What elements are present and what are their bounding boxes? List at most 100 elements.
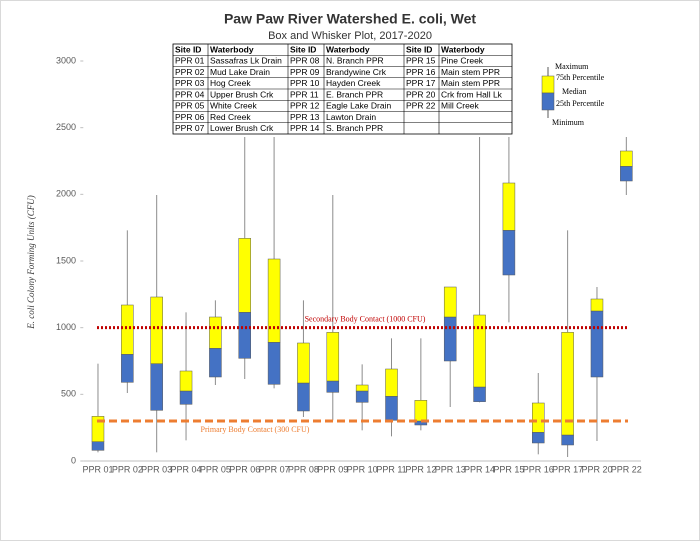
box-upper [620, 150, 633, 167]
table-cell: Lawton Drain [326, 112, 376, 122]
x-tick-label: PPR 10 [347, 464, 378, 474]
y-tick-label: 3000 [56, 55, 76, 65]
table-header: Site ID [290, 44, 316, 54]
table-header: Waterbody [441, 44, 485, 54]
box-lower [297, 382, 310, 412]
box-upper [561, 332, 574, 436]
box-lower [590, 310, 604, 378]
box-lower [443, 316, 457, 362]
table-cell: Pine Creek [441, 56, 484, 66]
table-cell: N. Branch PPR [326, 56, 384, 66]
reference-label: Primary Body Contact (300 CFU) [201, 425, 310, 434]
x-tick-label: PPR 08 [288, 464, 319, 474]
table-cell: Main stem PPR [441, 78, 500, 88]
box-upper [355, 384, 369, 392]
legend-label: 75th Percentile [556, 73, 605, 82]
chart-title: Paw Paw River Watershed E. coli, Wet [224, 11, 476, 27]
x-tick-label: PPR 17 [552, 464, 583, 474]
box-upper [121, 304, 134, 355]
table-header: Site ID [175, 44, 201, 54]
table-cell: PPR 11 [290, 89, 319, 99]
table-header: Waterbody [210, 44, 254, 54]
x-tick-label: PPR 20 [581, 464, 612, 474]
box-upper [150, 296, 163, 364]
box-upper [326, 332, 340, 382]
box-lower [502, 230, 516, 276]
x-tick-label: PPR 05 [200, 464, 231, 474]
x-tick-label: PPR 09 [317, 464, 348, 474]
box-upper [532, 402, 545, 433]
box-lower [473, 386, 486, 402]
box-upper [297, 342, 310, 384]
table-cell: PPR 05 [175, 101, 205, 111]
x-tick-label: PPR 15 [493, 464, 524, 474]
box-lower [532, 432, 545, 444]
table-cell: Mill Creek [441, 101, 480, 111]
box-upper [91, 416, 105, 442]
x-tick-label: PPR 03 [141, 464, 172, 474]
legend-label: Median [562, 87, 586, 96]
table-cell: PPR 01 [175, 56, 205, 66]
table-header: Site ID [406, 44, 432, 54]
table-cell: PPR 12 [290, 101, 320, 111]
x-tick-label: PPR 06 [229, 464, 260, 474]
legend-label: Maximum [555, 62, 589, 71]
table-cell: PPR 17 [406, 78, 436, 88]
box-upper [473, 314, 486, 388]
y-axis-label: E. coli Colony Forming Units (CFU) [26, 195, 36, 330]
table-cell: PPR 22 [406, 101, 436, 111]
table-cell: PPR 08 [290, 56, 320, 66]
table-cell: S. Branch PPR [326, 123, 383, 133]
x-tick-label: PPR 02 [112, 464, 143, 474]
table-cell: PPR 09 [290, 67, 320, 77]
y-tick-label: 2000 [56, 189, 76, 199]
table-cell: PPR 07 [175, 123, 205, 133]
box-lower [121, 354, 134, 383]
table-cell: Main stem PPR [441, 67, 500, 77]
x-tick-label: PPR 16 [523, 464, 554, 474]
y-tick-label: 500 [61, 389, 76, 399]
legend-upper [541, 75, 555, 94]
table-cell: Sassafras Lk Drain [210, 56, 282, 66]
legend-label: Minimum [552, 118, 585, 127]
legend-label: 25th Percentile [556, 99, 605, 108]
box-lower [238, 312, 251, 359]
table-cell: PPR 02 [175, 67, 205, 77]
x-tick-label: PPR 22 [611, 464, 642, 474]
table-cell: Crk from Hall Lk [441, 89, 503, 99]
x-tick-label: PPR 07 [259, 464, 290, 474]
table-cell: Upper Brush Crk [210, 89, 274, 99]
table-cell: PPR 10 [290, 78, 320, 88]
box-upper [385, 368, 398, 397]
box-lower [179, 390, 193, 405]
table-cell: Mud Lake Drain [210, 67, 270, 77]
y-tick-label: 1000 [56, 322, 76, 332]
x-tick-label: PPR 13 [435, 464, 466, 474]
x-tick-label: PPR 12 [405, 464, 436, 474]
box-lower [326, 380, 340, 393]
box-upper [414, 400, 428, 422]
y-tick-label: 0 [71, 455, 76, 465]
box-lower [91, 441, 105, 451]
table-cell: Hayden Creek [326, 78, 381, 88]
y-tick-label: 2500 [56, 122, 76, 132]
box-upper [179, 370, 193, 392]
x-tick-label: PPR 14 [464, 464, 495, 474]
box-upper [267, 258, 281, 343]
table-cell: Eagle Lake Drain [326, 101, 391, 111]
box-upper [238, 238, 251, 313]
reference-label: Secondary Body Contact (1000 CFU) [305, 314, 426, 323]
box-upper [443, 286, 457, 318]
box-lower [267, 342, 281, 385]
table-cell: White Creek [210, 101, 258, 111]
table-header: Waterbody [326, 44, 370, 54]
x-tick-label: PPR 01 [82, 464, 113, 474]
box-lower [620, 166, 633, 182]
table-cell: Brandywine Crk [326, 67, 387, 77]
table-cell: PPR 20 [406, 89, 436, 99]
box-lower [561, 434, 574, 446]
legend-lower [541, 92, 555, 111]
table-cell: Hog Creek [210, 78, 251, 88]
table-cell: PPR 04 [175, 89, 205, 99]
